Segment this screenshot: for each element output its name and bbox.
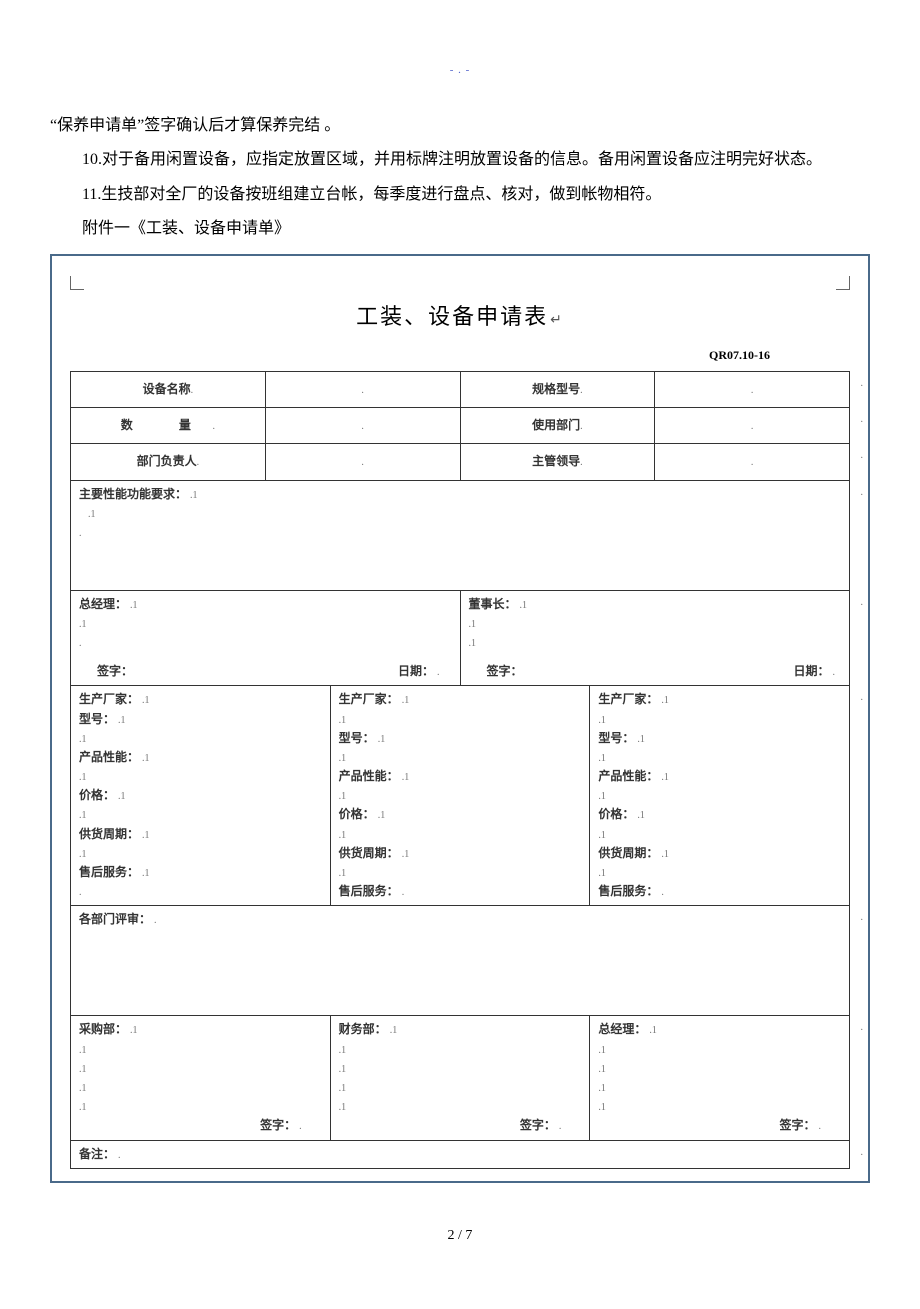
row-equip-name: 设备名称. . 规格型号. .. — [71, 372, 850, 408]
header-mark: - . - — [50, 60, 870, 81]
row-signoff: 采购部： .1 .1 .1 .1 .1 签字： . 财务部： .1 .1 .1 … — [71, 1016, 850, 1140]
page-number: 2 / 7 — [50, 1223, 870, 1250]
para-3: 附件一《工装、设备申请单》 — [50, 214, 870, 244]
row-gm-chairman: 总经理： .1 .1 . 签字： 日期： . 董事长： .1 .1 .1 签字：… — [71, 590, 850, 686]
row-makers: 生产厂家： .1 型号： .1 .1 产品性能： .1 .1 价格： .1 .1… — [71, 686, 850, 906]
form-title: 工装、设备申请表↵ — [70, 296, 850, 338]
row-main-func: 主要性能功能要求： .1 .1 . . — [71, 480, 850, 590]
form-table: 设备名称. . 规格型号. .. 数 量. . 使用部门. .. 部门负责人. … — [70, 371, 850, 1169]
row-remark: 备注： . . — [71, 1140, 850, 1168]
row-dept-head: 部门负责人. . 主管领导. .. — [71, 444, 850, 480]
row-quantity: 数 量. . 使用部门. .. — [71, 408, 850, 444]
para-2: 11.生技部对全厂的设备按班组建立台帐，每季度进行盘点、核对，做到帐物相符。 — [50, 180, 870, 210]
corner-marks — [70, 276, 850, 292]
row-dept-review: 各部门评审： . . — [71, 906, 850, 1016]
para-0: “保养申请单”签字确认后才算保养完结 。 — [50, 111, 870, 141]
form-frame: 工装、设备申请表↵ QR07.10-16 设备名称. . 规格型号. .. 数 … — [50, 254, 870, 1182]
para-1: 10.对于备用闲置设备，应指定放置区域，并用标牌注明放置设备的信息。备用闲置设备… — [50, 145, 870, 175]
form-code: QR07.10-16 — [70, 344, 770, 367]
